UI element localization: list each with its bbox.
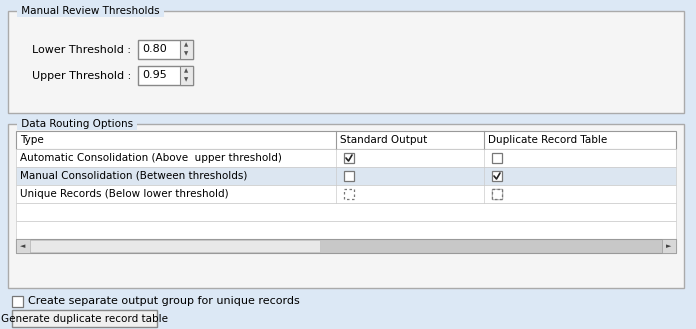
- Text: Unique Records (Below lower threshold): Unique Records (Below lower threshold): [20, 189, 228, 199]
- Bar: [492, 153, 502, 163]
- Text: ▲: ▲: [184, 43, 189, 48]
- Text: 0.80: 0.80: [142, 44, 167, 55]
- Bar: [344, 171, 354, 181]
- Bar: [12, 310, 157, 327]
- Text: Lower Threshold :: Lower Threshold :: [32, 45, 131, 55]
- Bar: [30, 240, 320, 252]
- Text: Type: Type: [20, 135, 44, 145]
- Text: Create separate output group for unique records: Create separate output group for unique …: [28, 296, 300, 307]
- Bar: [492, 189, 502, 199]
- Bar: [16, 167, 676, 185]
- Bar: [662, 239, 676, 253]
- Bar: [16, 221, 676, 239]
- Bar: [12, 296, 23, 307]
- Text: ▼: ▼: [184, 51, 189, 56]
- Text: ◄: ◄: [20, 243, 26, 249]
- Text: 0.95: 0.95: [142, 70, 167, 81]
- Bar: [16, 149, 676, 167]
- Bar: [16, 239, 676, 253]
- Bar: [492, 189, 502, 199]
- Bar: [8, 11, 684, 113]
- Bar: [16, 203, 676, 221]
- Bar: [180, 66, 193, 85]
- Bar: [16, 185, 676, 203]
- Bar: [344, 189, 354, 199]
- Text: Standard Output: Standard Output: [340, 135, 427, 145]
- Text: Manual Review Thresholds: Manual Review Thresholds: [18, 6, 163, 16]
- Text: Upper Threshold :: Upper Threshold :: [32, 71, 132, 81]
- Bar: [492, 171, 502, 181]
- Text: Data Routing Options: Data Routing Options: [18, 119, 136, 129]
- Text: Generate duplicate record table: Generate duplicate record table: [1, 314, 168, 323]
- Text: ▲: ▲: [184, 69, 189, 74]
- Bar: [180, 40, 193, 59]
- Bar: [8, 124, 684, 288]
- Bar: [16, 131, 676, 149]
- Bar: [138, 40, 193, 59]
- Text: ►: ►: [666, 243, 672, 249]
- Bar: [138, 66, 193, 85]
- Text: Automatic Consolidation (Above  upper threshold): Automatic Consolidation (Above upper thr…: [20, 153, 282, 163]
- Bar: [16, 239, 30, 253]
- Text: Manual Consolidation (Between thresholds): Manual Consolidation (Between thresholds…: [20, 171, 247, 181]
- Text: ▼: ▼: [184, 77, 189, 82]
- Text: Duplicate Record Table: Duplicate Record Table: [488, 135, 607, 145]
- Bar: [344, 153, 354, 163]
